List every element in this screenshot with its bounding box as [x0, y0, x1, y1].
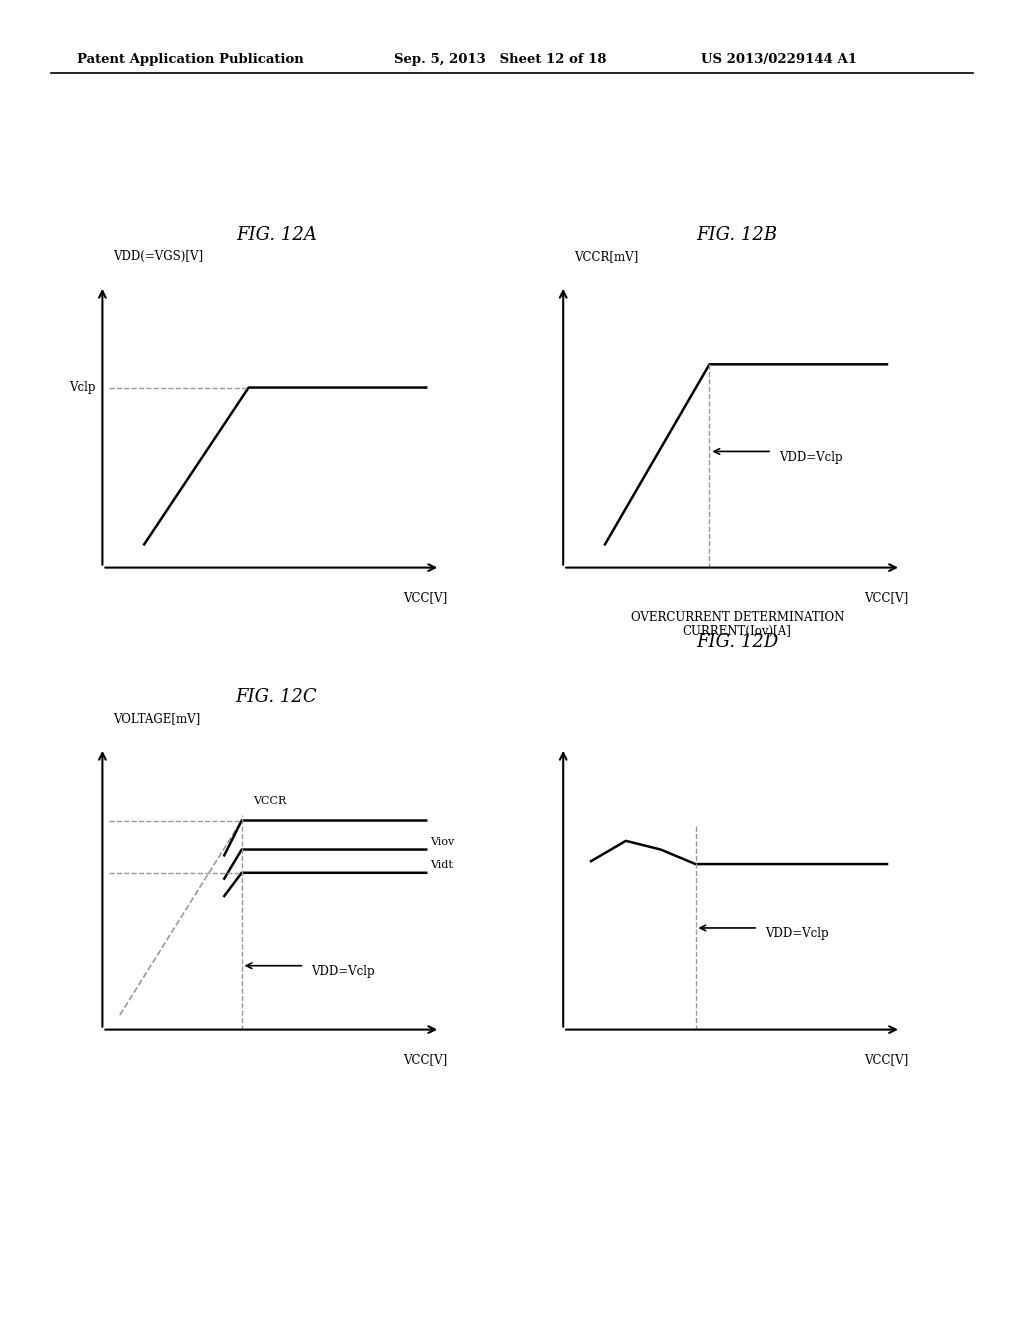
Text: CURRENT(Iov)[A]: CURRENT(Iov)[A]	[683, 624, 792, 638]
Text: VDD=Vclp: VDD=Vclp	[765, 927, 828, 940]
Text: Vidt: Vidt	[430, 859, 453, 870]
Text: VOLTAGE[mV]: VOLTAGE[mV]	[113, 711, 200, 725]
Text: VCC[V]: VCC[V]	[863, 591, 908, 603]
Text: VCCR[mV]: VCCR[mV]	[573, 249, 638, 263]
Text: VCC[V]: VCC[V]	[402, 1053, 447, 1065]
Text: FIG. 12D: FIG. 12D	[696, 632, 778, 651]
Text: Vclp: Vclp	[69, 381, 95, 395]
Text: Patent Application Publication: Patent Application Publication	[77, 53, 303, 66]
Text: VCCR: VCCR	[253, 796, 286, 807]
Text: VDD(=VGS)[V]: VDD(=VGS)[V]	[113, 249, 203, 263]
Text: Viov: Viov	[430, 837, 454, 846]
Text: US 2013/0229144 A1: US 2013/0229144 A1	[701, 53, 857, 66]
Text: VDD=Vclp: VDD=Vclp	[779, 450, 843, 463]
Text: FIG. 12B: FIG. 12B	[696, 226, 778, 244]
Text: VCC[V]: VCC[V]	[863, 1053, 908, 1065]
Text: VCC[V]: VCC[V]	[402, 591, 447, 603]
Text: Sep. 5, 2013   Sheet 12 of 18: Sep. 5, 2013 Sheet 12 of 18	[394, 53, 607, 66]
Text: FIG. 12C: FIG. 12C	[236, 688, 317, 706]
Text: VDD=Vclp: VDD=Vclp	[311, 965, 375, 978]
Text: FIG. 12A: FIG. 12A	[237, 226, 316, 244]
Text: OVERCURRENT DETERMINATION: OVERCURRENT DETERMINATION	[631, 611, 844, 624]
